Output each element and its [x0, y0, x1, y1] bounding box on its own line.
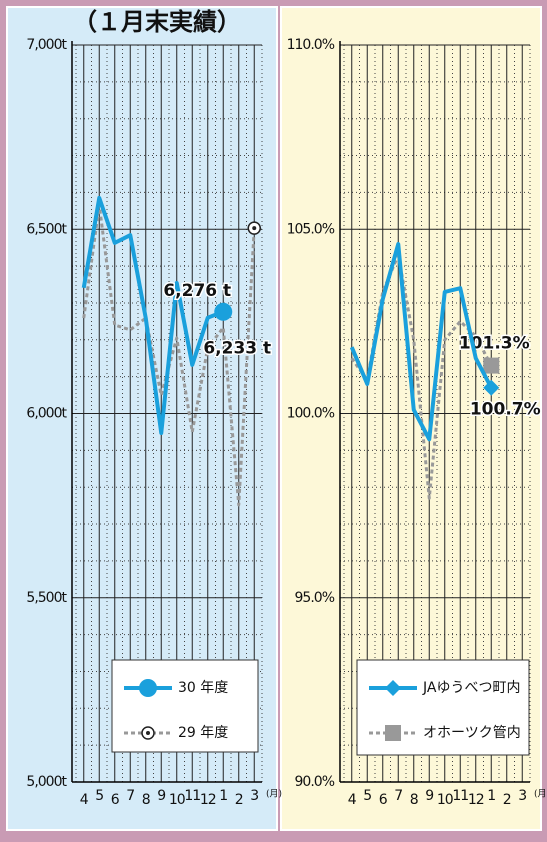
- y-tick-label: 105.0%: [287, 221, 335, 237]
- y-tick-label: 90.0%: [295, 774, 335, 790]
- y-tick-label: 95.0%: [295, 590, 335, 606]
- y-tick-label: 7,000t: [26, 37, 67, 53]
- value-label: 6,276 t: [163, 281, 231, 301]
- marker-dot: [252, 226, 257, 231]
- x-tick-label: 9: [425, 788, 433, 804]
- legend-marker: [385, 725, 401, 741]
- marker: [247, 221, 261, 235]
- x-tick-label: 6: [111, 792, 120, 808]
- x-tick-label: 5: [363, 788, 371, 804]
- x-tick-label: 1: [487, 788, 495, 804]
- x-tick-label: 10: [437, 792, 453, 808]
- marker: [483, 379, 500, 396]
- x-tick-label: 1: [219, 788, 227, 804]
- legend-label: JAゆうべつ町内: [422, 680, 520, 696]
- x-tick-label: 12: [200, 792, 216, 808]
- x-tick-label: 2: [503, 792, 511, 808]
- legend-label: オホーツク管内: [423, 725, 521, 741]
- marker: [483, 357, 500, 374]
- marker: [214, 302, 233, 321]
- x-unit: (月): [266, 789, 282, 800]
- x-tick-label: 10: [169, 792, 185, 808]
- x-tick-label: 2: [235, 792, 243, 808]
- x-tick-label: 12: [468, 792, 484, 808]
- legend-marker: [139, 679, 157, 697]
- x-tick-label: 11: [184, 788, 200, 804]
- x-tick-label: 3: [518, 788, 526, 804]
- value-label: 100.7%: [470, 400, 541, 420]
- series-line: [81, 195, 224, 436]
- value-label: 6,233 t: [203, 339, 271, 359]
- y-tick-label: 5,500t: [26, 590, 67, 606]
- legend-marker: [141, 726, 155, 740]
- x-tick-label: 6: [379, 792, 388, 808]
- legend-marker: [385, 680, 401, 696]
- legend-label: 30 年度: [178, 680, 228, 696]
- series-line: [349, 241, 494, 442]
- marker-dot: [146, 731, 150, 735]
- legend-label: 29 年度: [178, 725, 228, 741]
- x-tick-label: 9: [157, 788, 165, 804]
- y-tick-label: 6,000t: [26, 406, 67, 422]
- y-tick-label: 110.0%: [287, 37, 335, 53]
- chart-title: （１月末実績）: [73, 8, 241, 36]
- y-tick-label: 5,000t: [26, 774, 67, 790]
- legend-box: [111, 659, 259, 753]
- x-tick-label: 8: [410, 792, 418, 808]
- y-tick-label: 6,500t: [26, 221, 67, 237]
- x-tick-label: 7: [394, 788, 402, 804]
- x-tick-label: 5: [95, 788, 103, 804]
- x-tick-label: 8: [142, 792, 150, 808]
- x-unit: (月): [534, 789, 547, 800]
- x-tick-label: 4: [348, 792, 357, 808]
- x-tick-label: 4: [80, 792, 89, 808]
- x-tick-label: 11: [452, 788, 468, 804]
- x-tick-label: 7: [126, 788, 134, 804]
- x-tick-label: 3: [250, 788, 258, 804]
- y-tick-label: 100.0%: [287, 406, 335, 422]
